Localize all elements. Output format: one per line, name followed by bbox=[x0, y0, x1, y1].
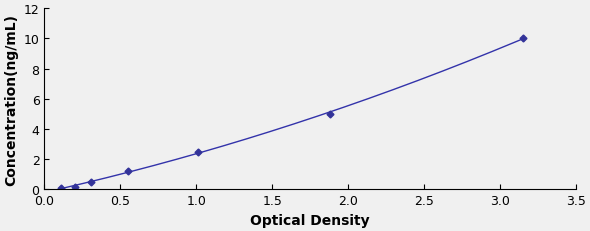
X-axis label: Optical Density: Optical Density bbox=[250, 213, 370, 227]
Y-axis label: Concentration(ng/mL): Concentration(ng/mL) bbox=[4, 14, 18, 185]
